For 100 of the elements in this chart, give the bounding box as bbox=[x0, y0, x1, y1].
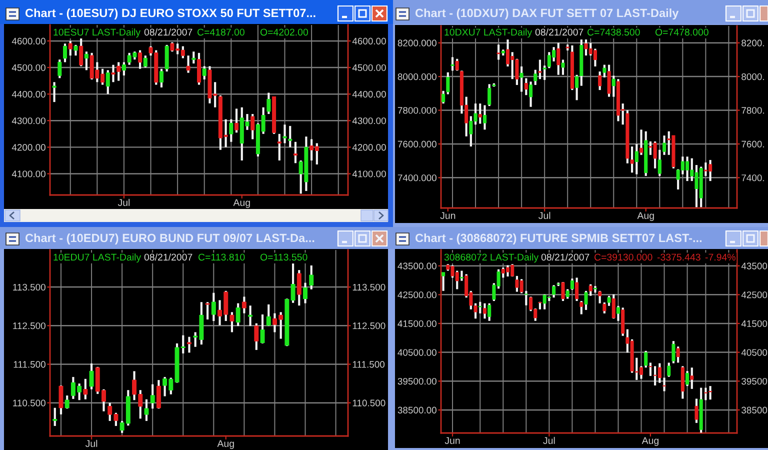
annotation: O=113.550 bbox=[260, 254, 308, 261]
candlestick bbox=[266, 303, 271, 328]
candlestick bbox=[602, 301, 606, 314]
x-tick-label: Jul bbox=[85, 440, 98, 448]
candlestick bbox=[607, 64, 611, 98]
x-tick-label: Jul bbox=[118, 198, 130, 206]
annotation: 10EDU7 LAST-Daily bbox=[54, 253, 142, 263]
annotation: C=113.810 bbox=[198, 254, 245, 261]
candlestick bbox=[260, 313, 265, 344]
candlestick bbox=[83, 378, 88, 400]
candlestick bbox=[598, 290, 602, 304]
candlestick bbox=[488, 83, 492, 108]
candlestick bbox=[566, 288, 570, 300]
x-tick-label: Aug bbox=[637, 212, 654, 221]
candlestick bbox=[658, 148, 662, 178]
candlestick bbox=[667, 362, 671, 378]
candlestick bbox=[309, 264, 314, 290]
candlestick bbox=[277, 132, 282, 162]
annotation: O=7478.000 bbox=[655, 28, 708, 36]
candlestick bbox=[588, 283, 592, 297]
y2-tick-label: 4500.00 bbox=[352, 64, 386, 72]
y2-tick-label: 112.500 bbox=[352, 322, 386, 330]
candlestick bbox=[205, 301, 210, 321]
x-tick-label: Jul bbox=[543, 436, 555, 444]
candlestick bbox=[520, 65, 524, 93]
annotation: 30868072 LAST-Daily bbox=[444, 253, 539, 263]
y-tick-label: 8200.000 bbox=[398, 40, 436, 46]
x-tick-label: Jul bbox=[538, 212, 550, 220]
y2-tick-label: 7400. bbox=[742, 174, 764, 182]
x-tick-label: Jun bbox=[444, 437, 460, 444]
candlestick bbox=[704, 386, 708, 402]
candlestick bbox=[496, 43, 500, 61]
candlestick bbox=[106, 69, 110, 96]
candlestick bbox=[506, 264, 510, 278]
candlestick bbox=[598, 70, 602, 92]
candlestick bbox=[288, 124, 292, 148]
y-tick-label: 111.500 bbox=[14, 361, 46, 368]
y2-tick-label: 7800. bbox=[742, 107, 764, 114]
y-tick-label: 112.500 bbox=[13, 322, 46, 330]
candlestick bbox=[528, 80, 533, 108]
y-tick-label: 4500.00 bbox=[12, 64, 46, 72]
candlestick bbox=[68, 40, 72, 57]
x-tick-label: Aug bbox=[642, 437, 658, 446]
candlestick bbox=[236, 302, 240, 328]
x-tick-label: Aug bbox=[217, 440, 234, 449]
y2-tick-label: 4300.00 bbox=[352, 117, 386, 124]
y2-tick-label: 113.500 bbox=[352, 284, 386, 291]
candlestick bbox=[442, 271, 446, 292]
y-tick-label: 7800.000 bbox=[398, 107, 436, 114]
annotation: 08/21/2007 bbox=[144, 28, 192, 36]
candlestick bbox=[52, 406, 58, 428]
candlestick bbox=[89, 362, 94, 390]
candlestick bbox=[488, 302, 492, 322]
y-tick-label: 41500.00 bbox=[398, 320, 436, 328]
annotation: 10ESU7 LAST-Daily bbox=[54, 28, 141, 38]
candlestick bbox=[534, 68, 538, 86]
candlestick bbox=[211, 292, 216, 322]
candlestick bbox=[290, 262, 296, 304]
y-tick-label: 7400.000 bbox=[398, 174, 436, 182]
candlestick bbox=[694, 398, 698, 424]
candlestick bbox=[542, 64, 546, 81]
candlestick bbox=[296, 269, 302, 307]
candlestick bbox=[690, 366, 694, 390]
candlestick bbox=[111, 64, 116, 84]
y2-tick-label: 4100.00 bbox=[352, 170, 386, 178]
chart-title: Chart - (10EDU7) EURO BUND FUT 09/07 LAST-Da... bbox=[25, 233, 314, 244]
candlestick bbox=[580, 300, 584, 316]
y2-tick-label: 38500 bbox=[742, 406, 768, 414]
candlestick bbox=[556, 42, 560, 76]
candlestick bbox=[621, 306, 625, 337]
candlestick bbox=[266, 92, 271, 116]
y2-tick-label: 43500 bbox=[741, 262, 768, 270]
annotation: O=4202.00 bbox=[260, 28, 308, 36]
candlestick bbox=[250, 112, 255, 140]
annotation: 10DXU7 LAST-Daily bbox=[444, 28, 532, 38]
annotation: -7.94% bbox=[705, 254, 736, 261]
y2-tick-label: 42500 bbox=[741, 291, 768, 298]
candlestick bbox=[593, 284, 597, 294]
candlestick bbox=[474, 302, 478, 320]
y-tick-label: 38500.00 bbox=[398, 406, 436, 414]
y-tick-label: 4200.00 bbox=[12, 144, 46, 151]
candlestick bbox=[460, 270, 464, 282]
chart-title: Chart - (10DXU7) DAX FUT SETT 07 LAST-Daily bbox=[415, 8, 679, 20]
candlestick bbox=[122, 61, 126, 77]
candlestick bbox=[575, 276, 579, 302]
candlestick bbox=[192, 50, 196, 65]
chart-title: Chart - (10ESU7) DJ EURO STOXX 50 FUT SETT07... bbox=[25, 8, 316, 20]
candlestick bbox=[630, 145, 634, 174]
candlestick bbox=[138, 49, 142, 70]
candlestick bbox=[612, 293, 616, 320]
candlestick bbox=[186, 54, 190, 74]
y2-tick-label: 8200. bbox=[742, 40, 764, 46]
y-tick-label: 113.500 bbox=[13, 284, 46, 291]
candlestick bbox=[196, 52, 202, 86]
annotation: 08/21/2007 bbox=[541, 253, 590, 261]
candlestick bbox=[229, 118, 234, 143]
candlestick bbox=[303, 282, 308, 304]
candlestick bbox=[686, 370, 690, 388]
candlestick bbox=[150, 383, 155, 410]
y2-tick-label: 4600.00 bbox=[352, 38, 386, 44]
